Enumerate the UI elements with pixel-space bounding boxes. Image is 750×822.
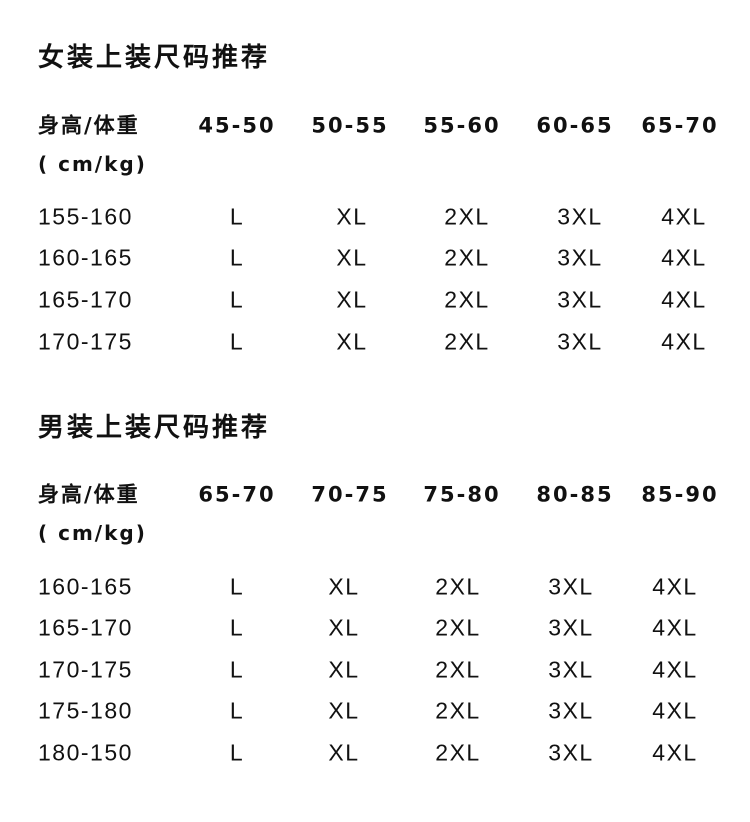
size-cell: 2XL [444, 328, 490, 355]
size-cell: 3XL [548, 697, 594, 724]
size-cell: 4XL [652, 656, 698, 683]
size-cell: XL [328, 573, 360, 600]
size-cell: 2XL [435, 614, 481, 641]
height-row-label: 180-150 [38, 739, 133, 766]
size-cell: XL [328, 656, 360, 683]
size-cell: XL [336, 286, 368, 313]
size-cell: 3XL [548, 614, 594, 641]
size-cell: 2XL [444, 203, 490, 230]
height-row-label: 170-175 [38, 656, 133, 683]
weight-column-header: 45-50 [198, 113, 276, 138]
size-cell: 2XL [435, 573, 481, 600]
unit-label: ( cm/kg) [38, 152, 147, 176]
size-cell: 3XL [557, 328, 603, 355]
height-row-label: 160-165 [38, 244, 133, 271]
weight-column-header: 50-55 [311, 113, 389, 138]
size-cell: 2XL [435, 656, 481, 683]
size-cell: 4XL [661, 286, 707, 313]
size-cell: 4XL [652, 739, 698, 766]
unit-label: ( cm/kg) [38, 521, 147, 545]
height-row-label: 165-170 [38, 286, 133, 313]
table-title: 女装上装尺码推荐 [38, 43, 271, 73]
corner-label: 身高/体重 [38, 482, 140, 507]
size-cell: 3XL [557, 286, 603, 313]
size-cell: L [229, 203, 245, 230]
table-title: 男装上装尺码推荐 [38, 413, 271, 443]
size-cell: 3XL [557, 203, 603, 230]
size-cell: L [229, 573, 245, 600]
size-cell: 2XL [435, 739, 481, 766]
size-cell: 2XL [444, 286, 490, 313]
size-cell: XL [336, 328, 368, 355]
size-cell: 4XL [661, 203, 707, 230]
size-cell: 4XL [652, 697, 698, 724]
size-cell: 3XL [548, 739, 594, 766]
size-cell: L [229, 697, 245, 724]
height-row-label: 165-170 [38, 614, 133, 641]
size-cell: L [229, 244, 245, 271]
size-cell: L [229, 286, 245, 313]
weight-column-header: 55-60 [423, 113, 501, 138]
weight-column-header: 80-85 [536, 482, 614, 507]
size-cell: 3XL [548, 656, 594, 683]
size-cell: L [229, 739, 245, 766]
weight-column-header: 60-65 [536, 113, 614, 138]
weight-column-header: 65-70 [198, 482, 276, 507]
size-cell: 3XL [548, 573, 594, 600]
size-cell: L [229, 614, 245, 641]
size-cell: XL [336, 203, 368, 230]
weight-column-header: 65-70 [641, 113, 719, 138]
weight-column-header: 75-80 [423, 482, 501, 507]
weight-column-header: 85-90 [641, 482, 719, 507]
corner-label: 身高/体重 [38, 113, 140, 138]
size-cell: XL [336, 244, 368, 271]
size-cell: L [229, 328, 245, 355]
height-row-label: 175-180 [38, 697, 133, 724]
size-cell: 3XL [557, 244, 603, 271]
height-row-label: 155-160 [38, 203, 133, 230]
size-cell: 4XL [652, 614, 698, 641]
size-cell: 4XL [652, 573, 698, 600]
size-cell: XL [328, 697, 360, 724]
weight-column-header: 70-75 [311, 482, 389, 507]
size-cell: 4XL [661, 244, 707, 271]
size-cell: XL [328, 739, 360, 766]
size-cell: 2XL [435, 697, 481, 724]
size-cell: L [229, 656, 245, 683]
size-cell: 4XL [661, 328, 707, 355]
height-row-label: 160-165 [38, 573, 133, 600]
height-row-label: 170-175 [38, 328, 133, 355]
size-cell: XL [328, 614, 360, 641]
size-cell: 2XL [444, 244, 490, 271]
